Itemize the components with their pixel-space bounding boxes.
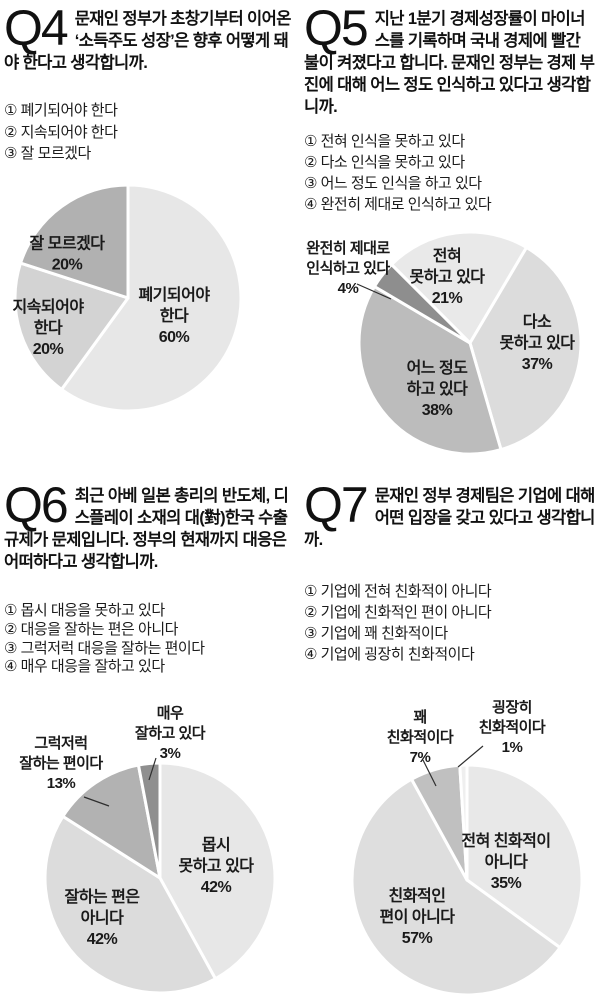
leader-line-q6-3	[83, 796, 110, 807]
q7-option-3: ③ 기업에 꽤 친화적이다	[304, 625, 448, 642]
q6-options: ① 몹시 대응을 못하고 있다 ② 대응을 잘하는 편은 아니다 ③ 그럭저럭 …	[4, 602, 205, 677]
q6-number: Q6	[4, 477, 69, 533]
q6-header: Q6 최근 아베 일본 총리의 반도체, 디스플레이 소재의 대(對)한국 수출…	[4, 477, 297, 573]
q5-option-4: ④ 완전히 제대로 인식하고 있다	[304, 196, 492, 213]
pie-slice-q5-3	[357, 285, 503, 456]
pie-label-q5-3: 어느 정도 하고 있다 38%	[407, 359, 469, 419]
q5-option-2: ② 다소 인식을 못하고 있다	[304, 154, 465, 171]
pie-slice-q6-3	[61, 763, 162, 880]
q4-number: Q4	[4, 0, 69, 56]
q5-pie-chart: 전혀 못하고 있다 21%다소 못하고 있다 37% 어느 정도 하고 있다 38% 완전히 제…	[306, 230, 583, 456]
q4-option-1: ① 폐기되어야 한다	[4, 102, 118, 119]
leader-line-q7-4	[457, 745, 484, 768]
q7-header: Q7 문재인 정부 경제팀은 기업에 대해 어떤 입장을 갖고 있다고 생각합니…	[304, 477, 597, 551]
q4-header: Q4 문재인 정부가 초창기부터 이어온 ‘소득주도 성장’은 향후 어떻게 돼…	[4, 0, 297, 74]
q6-title: 최근 아베 일본 총리의 반도체, 디스플레이 소재의 대(對)한국 수출 규제…	[4, 487, 289, 571]
q6-chart-area: 몹시 못하고 있다 42% 잘하는 편은 아니다 42% 그럭저럭 잘하는 편이다 13% 매우 잘…	[0, 700, 300, 1005]
q7-option-2: ② 기업에 친화적인 편이 아니다	[304, 604, 492, 621]
pie-slice-q4-1	[60, 183, 243, 413]
pie-label-q4-3: 잘 모르겠다 20%	[29, 234, 105, 274]
q5-header: Q5 지난 1분기 경제성장률이 마이너스를 기록하며 국내 경제에 빨간 불이…	[304, 0, 597, 118]
pie-slice-q6-2	[43, 814, 217, 995]
q5-options: ① 전혀 인식을 못하고 있다 ② 다소 인식을 못하고 있다 ③ 어느 정도 …	[304, 131, 492, 215]
q7-number: Q7	[304, 477, 369, 533]
pie-label-q4-1: 폐기되어야 한다 60%	[138, 285, 210, 346]
q6-option-3: ③ 그럭저럭 대응을 잘하는 편이다	[4, 639, 205, 657]
pie-slice-q7-1	[465, 763, 584, 950]
q7-option-1: ① 기업에 전혀 친화적이 아니다	[304, 583, 492, 600]
pie-label-q7-1: 전혀 친화적이 아니다 35%	[461, 831, 550, 892]
q4-chart-area: 폐기되어야 한다 60% 지속되어야 한다 20% 잘 모르겠다 20%	[0, 175, 300, 470]
pie-label-q5-4: 완전히 제대로 인식하고 있다 4%	[306, 240, 390, 297]
leader-line-q7-3	[422, 759, 437, 787]
pie-label-q7-2: 친화적인 편이 아니다 57%	[379, 886, 455, 947]
pie-slice-q5-1	[390, 230, 528, 345]
question-block-q6: Q6 최근 아베 일본 총리의 반도체, 디스플레이 소재의 대(對)한국 수출…	[4, 477, 297, 1000]
pie-label-q4-2: 지속되어야 한다 20%	[12, 298, 84, 358]
q7-pie-chart: 전혀 친화적이 아니다 35%친화적인 편이 아니다 57% 꽤 친화적이다 7% 굉장히 친화적…	[350, 698, 584, 997]
pie-label-q7-4: 굉장히 친화적이다 1%	[479, 700, 546, 756]
pie-slice-q4-3	[19, 183, 130, 300]
q7-title: 문재인 정부 경제팀은 기업에 대해 어떤 입장을 갖고 있다고 생각합니까.	[304, 487, 595, 549]
pie-label-q6-1: 몹시 못하고 있다 42%	[178, 836, 254, 896]
pie-slice-q6-1	[158, 761, 277, 981]
q5-title: 지난 1분기 경제성장률이 마이너스를 기록하며 국내 경제에 빨간 불이 켜졌…	[304, 10, 595, 116]
leader-line-q5-4	[356, 283, 392, 300]
question-block-q4: Q4 문재인 정부가 초창기부터 이어온 ‘소득주도 성장’은 향후 어떻게 돼…	[4, 0, 297, 478]
pie-slice-q6-4	[136, 761, 162, 880]
pie-label-q7-3: 꽤 친화적이다 7%	[387, 709, 454, 766]
q7-option-4: ④ 기업에 굉장히 친화적이다	[304, 646, 475, 663]
question-block-q5: Q5 지난 1분기 경제성장률이 마이너스를 기록하며 국내 경제에 빨간 불이…	[304, 0, 597, 478]
pie-slice-q7-2	[350, 777, 562, 997]
q6-option-4: ④ 매우 대응을 잘하고 있다	[4, 658, 165, 676]
q4-option-2: ② 지속되어야 한다	[4, 123, 118, 141]
q5-chart-area: 전혀 못하고 있다 21% 다소 못하고 있다 37% 어느 정도 하고 있다 38% 완전히 제…	[300, 230, 600, 487]
q4-pie-chart: 폐기되어야 한다 60% 지속되어야 한다 20% 잘 모르겠다 20%	[12, 183, 243, 413]
q5-option-1: ① 전혀 인식을 못하고 있다	[304, 133, 465, 150]
pie-label-q6-2: 잘하는 편은 아니다 42%	[64, 887, 140, 948]
q4-options: ① 폐기되어야 한다 ② 지속되어야 한다 ③ 잘 모르겠다	[4, 100, 118, 165]
pie-slice-q5-4	[372, 263, 472, 345]
q5-number: Q5	[304, 0, 369, 56]
leader-line-q6-4	[148, 757, 157, 781]
pie-slice-q5-2	[468, 245, 583, 452]
pie-slice-q4-2	[13, 261, 130, 391]
pie-label-q5-2: 다소 못하고 있다 37%	[499, 313, 575, 373]
question-block-q7: Q7 문재인 정부 경제팀은 기업에 대해 어떤 입장을 갖고 있다고 생각합니…	[304, 477, 597, 1000]
pie-label-q5-1: 전혀 못하고 있다 21%	[409, 247, 485, 307]
q7-chart-area: 전혀 친화적이 아니다 35% 친화적인 편이 아니다 57% 꽤 친화적이다 7% 굉장히 친화적…	[300, 698, 600, 1005]
q6-option-1: ① 몹시 대응을 못하고 있다	[4, 602, 165, 619]
pie-label-q6-3: 그럭저럭 잘하는 편이다 13%	[19, 734, 103, 792]
q6-pie-chart: 몹시 못하고 있다 42% 잘하는 편은 아니다 42% 그럭저럭 잘하는 편이다 13% 매우 잘…	[19, 705, 277, 995]
q7-options: ① 기업에 전혀 친화적이 아니다 ② 기업에 친화적인 편이 아니다 ③ 기업…	[304, 581, 492, 665]
q6-option-2: ② 대응을 잘하는 편은 아니다	[4, 620, 178, 638]
q5-option-3: ③ 어느 정도 인식을 하고 있다	[304, 175, 482, 192]
pie-label-q6-4: 매우 잘하고 있다 3%	[135, 705, 206, 762]
q4-option-3: ③ 잘 모르겠다	[4, 145, 91, 162]
q4-title: 문재인 정부가 초창기부터 이어온 ‘소득주도 성장’은 향후 어떻게 돼야 한…	[4, 10, 291, 72]
